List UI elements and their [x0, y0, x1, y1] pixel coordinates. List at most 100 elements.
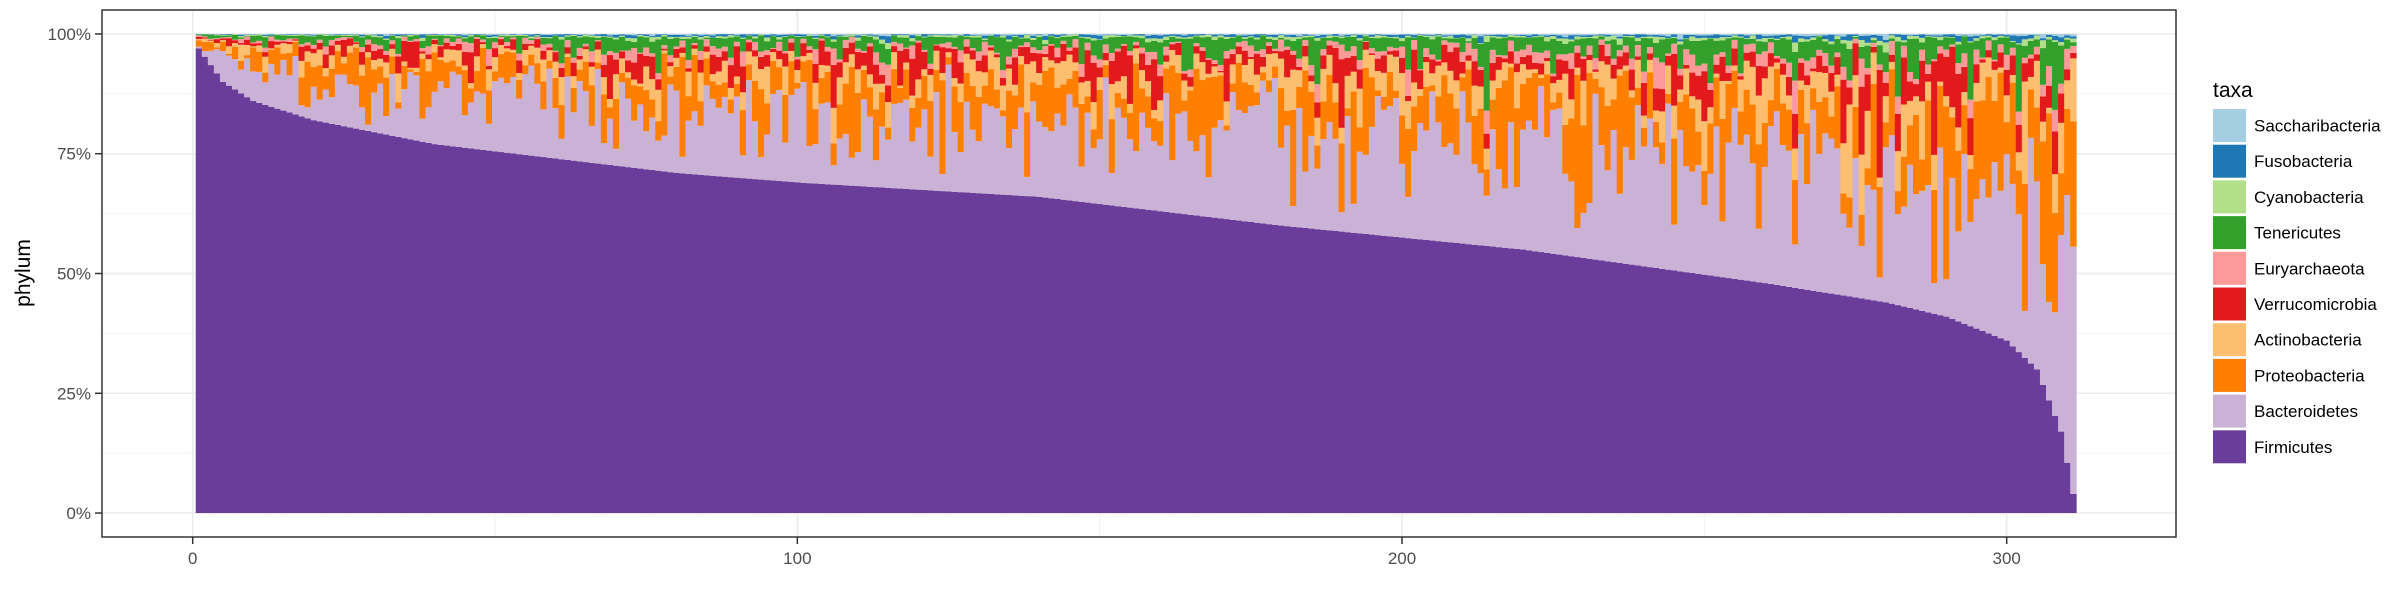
bar-segment-verrucomicrobia [479, 42, 487, 45]
bar-segment-saccharibacteria [1864, 33, 1872, 36]
bar-segment-saccharibacteria [2027, 33, 2035, 35]
bar-segment-verrucomicrobia [794, 59, 801, 70]
bar-segment-actinobacteria [371, 59, 378, 70]
bar-segment-cyanobacteria [340, 34, 348, 36]
bar-segment-actinobacteria [1985, 57, 1992, 77]
bar-segment-verrucomicrobia [232, 40, 239, 44]
bar-segment-verrucomicrobia [1973, 64, 1980, 83]
bar-segment-saccharibacteria [1507, 33, 1515, 35]
bar-segment-saccharibacteria [697, 33, 705, 36]
bar-segment-fusobacteria [1804, 36, 1811, 40]
bar-segment-fusobacteria [564, 34, 572, 36]
bar-segment-euryarchaeota [225, 37, 233, 39]
bar-segment-tenericutes [280, 35, 287, 41]
bar-segment-cyanobacteria [878, 39, 886, 44]
bar-segment-cyanobacteria [1713, 38, 1720, 41]
bar-segment-firmicutes [1417, 239, 1424, 514]
bar-segment-bacteroidetes [1925, 185, 1932, 313]
bar-segment-proteobacteria [1677, 101, 1684, 131]
bar-segment-cyanobacteria [1253, 37, 1261, 40]
bar-segment-actinobacteria [969, 59, 977, 86]
bar-segment-actinobacteria [872, 83, 880, 110]
bar-segment-verrucomicrobia [1465, 55, 1472, 61]
bar-segment-verrucomicrobia [1302, 45, 1309, 57]
bar-segment-tenericutes [1925, 36, 1932, 65]
bar-segment-verrucomicrobia [1290, 54, 1297, 70]
bar-segment-actinobacteria [564, 53, 572, 57]
bar-segment-firmicutes [522, 154, 529, 514]
bar-segment-bacteroidetes [238, 69, 245, 94]
bar-segment-tenericutes [770, 36, 777, 49]
bar-segment-tenericutes [510, 36, 517, 38]
bar-segment-verrucomicrobia [842, 47, 850, 63]
y-tick-label: 50% [57, 265, 91, 284]
bar-segment-saccharibacteria [1701, 33, 1708, 36]
bar-segment-euryarchaeota [1145, 52, 1152, 65]
bar-segment-firmicutes [637, 168, 644, 514]
bar-segment-cyanobacteria [2046, 36, 2053, 40]
bar-segment-euryarchaeota [528, 40, 535, 44]
bar-segment-tenericutes [1247, 37, 1255, 46]
bar-segment-saccharibacteria [800, 33, 807, 35]
bar-segment-firmicutes [1598, 260, 1605, 514]
bar-segment-actinobacteria [1259, 66, 1267, 73]
bar-segment-tenericutes [1592, 38, 1599, 59]
bar-segment-cyanobacteria [1405, 35, 1412, 38]
bar-segment-tenericutes [612, 39, 620, 53]
bar-segment-actinobacteria [727, 87, 735, 100]
bar-segment-proteobacteria [1785, 109, 1793, 151]
bar-segment-cyanobacteria [1217, 35, 1225, 38]
bar-segment-cyanobacteria [2021, 39, 2029, 47]
bar-segment-tenericutes [1840, 43, 1847, 67]
bar-segment-bacteroidetes [1507, 122, 1515, 249]
bar-segment-tenericutes [1399, 41, 1406, 47]
bar-segment-actinobacteria [274, 44, 281, 48]
bar-segment-proteobacteria [1489, 99, 1497, 130]
bar-segment-actinobacteria [407, 67, 414, 70]
bar-segment-proteobacteria [1695, 131, 1702, 166]
bar-segment-cyanobacteria [1900, 40, 1908, 43]
bar-segment-tenericutes [1483, 41, 1491, 111]
bar-segment-actinobacteria [1205, 73, 1212, 78]
bar-segment-saccharibacteria [1108, 33, 1116, 35]
bar-segment-tenericutes [1392, 38, 1400, 48]
bar-segment-firmicutes [945, 191, 952, 514]
bar-segment-euryarchaeota [383, 51, 390, 55]
bar-segment-verrucomicrobia [213, 39, 221, 44]
bar-segment-actinobacteria [389, 48, 396, 57]
bar-segment-saccharibacteria [1604, 33, 1612, 35]
bar-segment-firmicutes [371, 132, 378, 514]
bar-segment-actinobacteria [437, 57, 445, 60]
bar-segment-tenericutes [927, 36, 934, 64]
bar-segment-proteobacteria [1447, 93, 1454, 144]
bar-segment-actinobacteria [1320, 68, 1327, 102]
bar-segment-saccharibacteria [909, 33, 916, 36]
bar-segment-saccharibacteria [2015, 33, 2023, 37]
bar-segment-euryarchaeota [534, 37, 541, 40]
bar-segment-euryarchaeota [2052, 109, 2059, 132]
bar-segment-saccharibacteria [752, 33, 759, 35]
bar-segment-tenericutes [758, 35, 765, 52]
bar-segment-euryarchaeota [1622, 45, 1630, 53]
bar-segment-tenericutes [1677, 44, 1684, 69]
bar-segment-tenericutes [213, 35, 221, 39]
bar-segment-actinobacteria [431, 44, 438, 53]
bar-segment-proteobacteria [709, 81, 717, 99]
bar-segment-actinobacteria [244, 44, 251, 56]
bar-segment-fusobacteria [1785, 34, 1793, 37]
bar-segment-tenericutes [1804, 41, 1811, 61]
bar-segment-firmicutes [1640, 266, 1648, 514]
bar-segment-firmicutes [1320, 229, 1327, 514]
bar-segment-actinobacteria [1550, 83, 1557, 103]
bar-segment-tenericutes [1997, 37, 2005, 45]
bar-segment-euryarchaeota [1441, 40, 1448, 45]
bar-segment-fusobacteria [1870, 34, 1878, 38]
bar-segment-bacteroidetes [274, 74, 281, 109]
bar-segment-fusobacteria [933, 34, 940, 36]
bar-segment-firmicutes [987, 193, 995, 514]
bar-segment-actinobacteria [2058, 122, 2065, 174]
bar-segment-tenericutes [739, 38, 747, 52]
bar-segment-firmicutes [1574, 257, 1581, 514]
bar-segment-euryarchaeota [250, 42, 257, 44]
bar-segment-bacteroidetes [1919, 190, 1926, 311]
